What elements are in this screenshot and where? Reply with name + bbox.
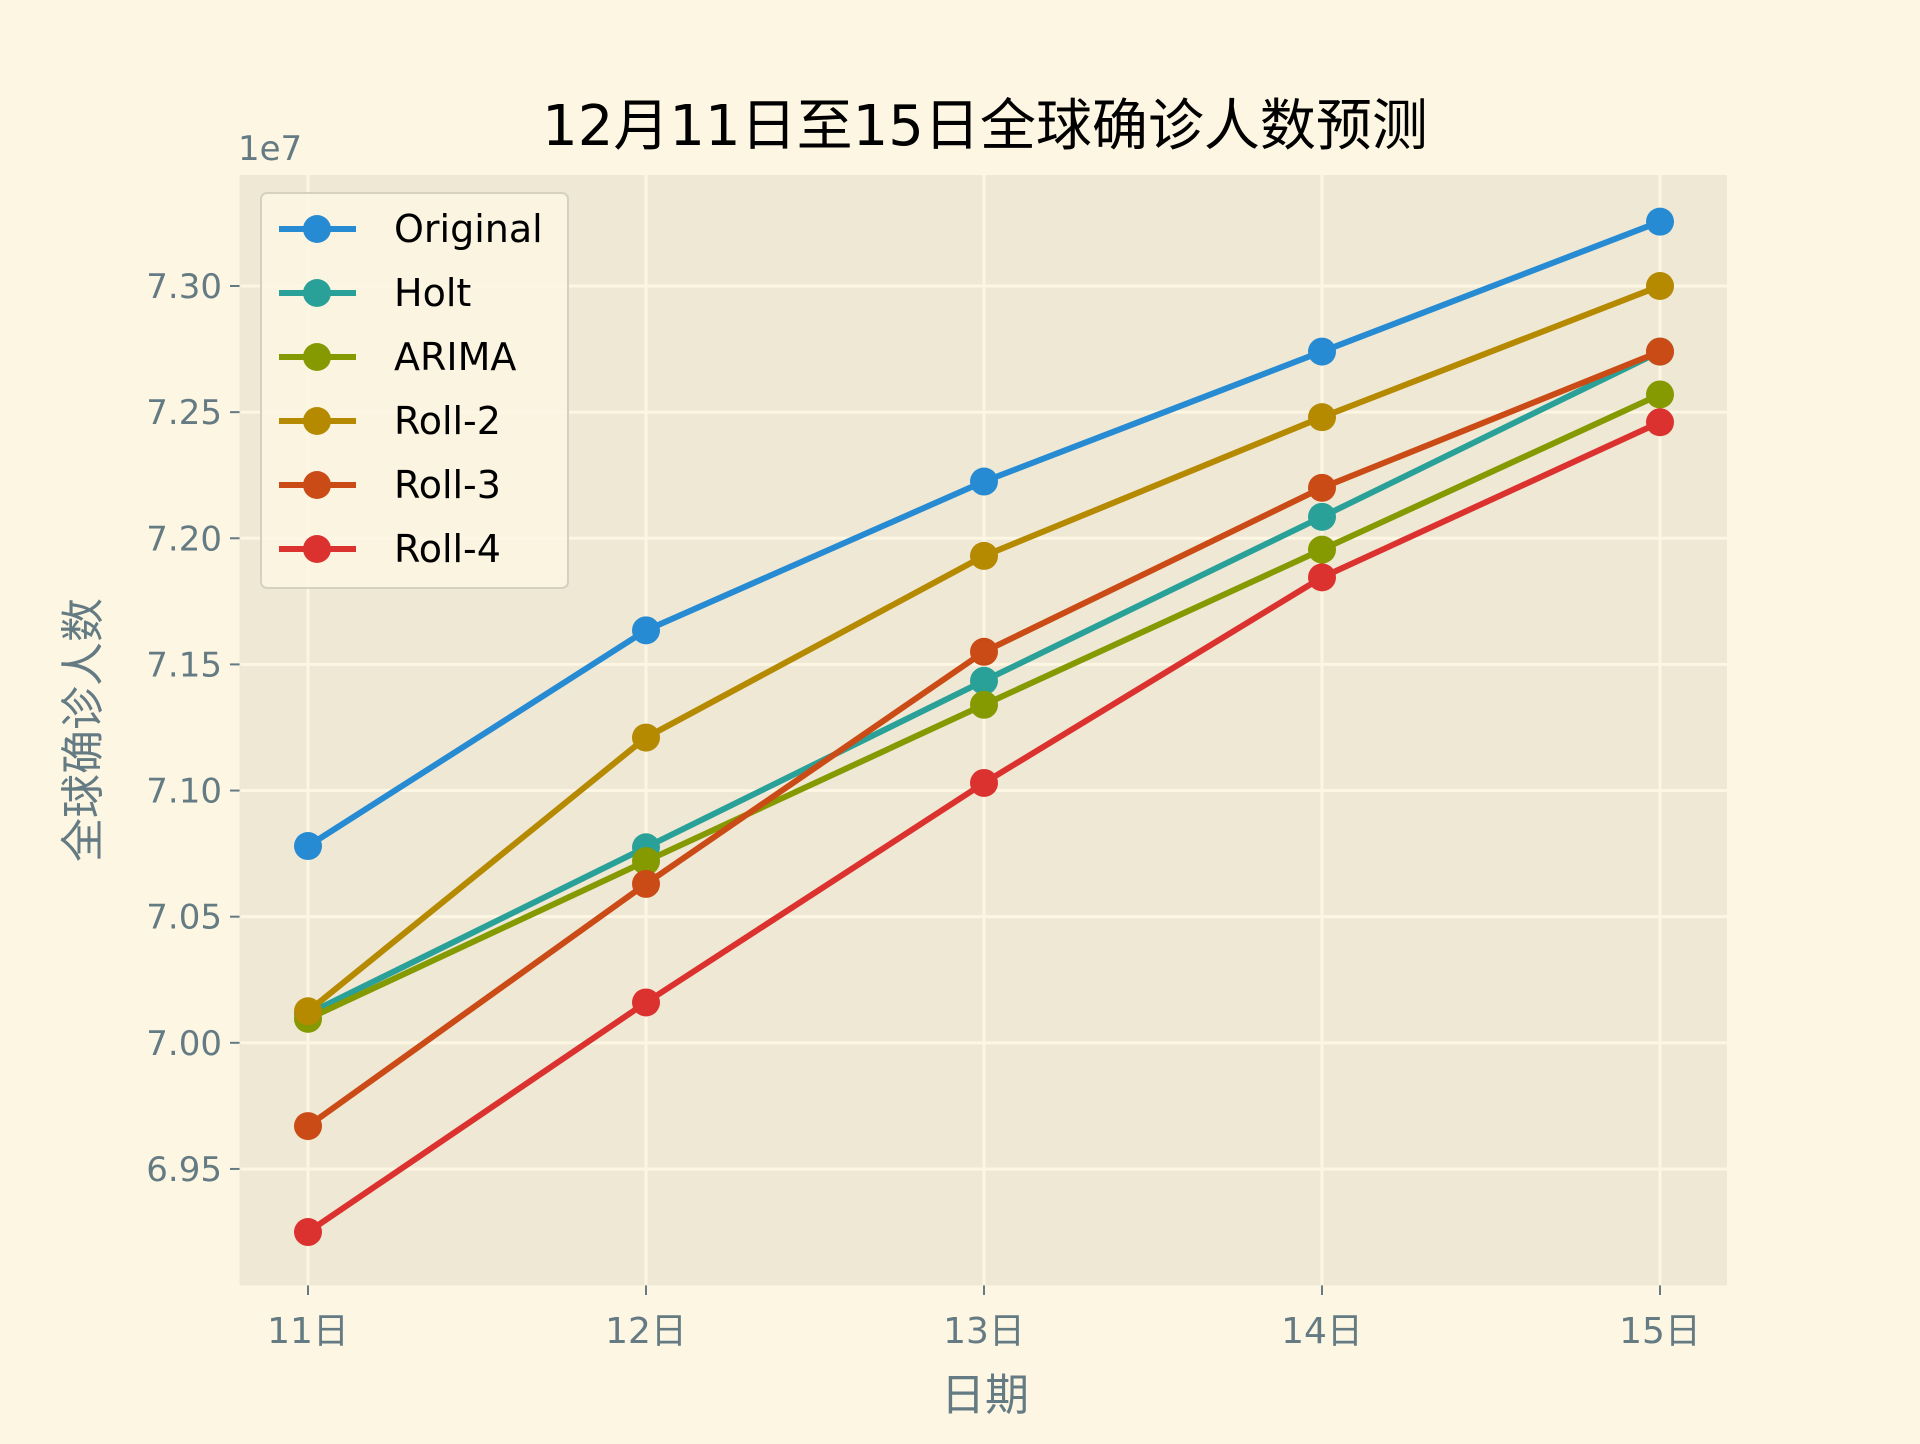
data-point-original xyxy=(1308,337,1336,366)
chart-title: 12月11日至15日全球确诊人数预测 xyxy=(542,94,1428,159)
data-point-roll-4 xyxy=(1646,408,1674,437)
data-point-holt xyxy=(1308,502,1336,531)
legend-label-roll-4: Roll-4 xyxy=(394,527,501,571)
y-tick-label: 7.05 xyxy=(146,898,222,938)
data-point-roll-3 xyxy=(1308,473,1336,502)
data-point-original xyxy=(1646,207,1674,236)
legend-marker-original xyxy=(303,215,331,243)
data-point-roll-3 xyxy=(970,637,998,666)
data-point-roll-2 xyxy=(970,541,998,570)
x-tick-label: 15日 xyxy=(1619,1311,1701,1352)
data-point-roll-2 xyxy=(1308,403,1336,432)
data-point-original xyxy=(970,467,998,496)
data-point-arima xyxy=(632,847,660,876)
y-tick-label: 7.20 xyxy=(146,519,222,559)
data-point-roll-3 xyxy=(1646,337,1674,366)
axis-ticks: 6.95 7.00 7.05 7.10 7.15 7.20 7.25 7.30 11日 12日 13… xyxy=(146,267,1701,1352)
y-tick-label: 7.25 xyxy=(146,393,222,433)
data-point-roll-4 xyxy=(632,988,660,1017)
y-tick-label: 7.10 xyxy=(146,772,222,812)
data-point-holt xyxy=(970,666,998,695)
data-point-roll-2 xyxy=(1646,272,1674,300)
legend-marker-roll-3 xyxy=(303,471,331,499)
data-point-roll-4 xyxy=(294,1218,322,1247)
data-point-original xyxy=(294,832,322,861)
legend-label-arima: ARIMA xyxy=(394,335,516,379)
data-point-arima xyxy=(1308,535,1336,564)
legend-marker-roll-2 xyxy=(303,407,331,435)
legend-marker-roll-4 xyxy=(303,535,331,563)
data-point-roll-4 xyxy=(1308,563,1336,592)
data-point-arima xyxy=(970,690,998,719)
legend-label-roll-2: Roll-2 xyxy=(394,399,501,443)
data-point-roll-2 xyxy=(632,723,660,752)
data-point-roll-3 xyxy=(632,869,660,898)
data-point-original xyxy=(632,616,660,645)
legend-label-holt: Holt xyxy=(394,271,471,315)
y-tick-label: 6.95 xyxy=(146,1150,222,1190)
x-tick-label: 14日 xyxy=(1281,1311,1363,1352)
x-tick-label: 12日 xyxy=(605,1311,687,1352)
y-tick-label: 7.15 xyxy=(146,645,222,685)
y-tick-label: 7.30 xyxy=(146,267,222,307)
y-axis-offset-label: 1e7 xyxy=(238,129,302,169)
x-tick-label: 11日 xyxy=(267,1311,349,1352)
x-tick-label: 13日 xyxy=(943,1311,1025,1352)
legend-marker-arima xyxy=(303,343,331,371)
x-axis-label: 日期 xyxy=(941,1370,1029,1421)
legend: Original Holt ARIMA Roll-2 Roll-3 Roll-4 xyxy=(260,192,569,589)
data-point-roll-2 xyxy=(294,997,322,1026)
legend-label-roll-3: Roll-3 xyxy=(394,463,501,507)
data-point-roll-4 xyxy=(970,768,998,797)
series-group xyxy=(294,207,1674,1247)
y-axis-label: 全球确诊人数 xyxy=(58,598,109,862)
data-point-arima xyxy=(1646,380,1674,409)
y-tick-label: 7.00 xyxy=(146,1024,222,1064)
legend-label-original: Original xyxy=(394,207,543,251)
data-point-roll-3 xyxy=(294,1112,322,1141)
legend-marker-holt xyxy=(303,279,331,307)
